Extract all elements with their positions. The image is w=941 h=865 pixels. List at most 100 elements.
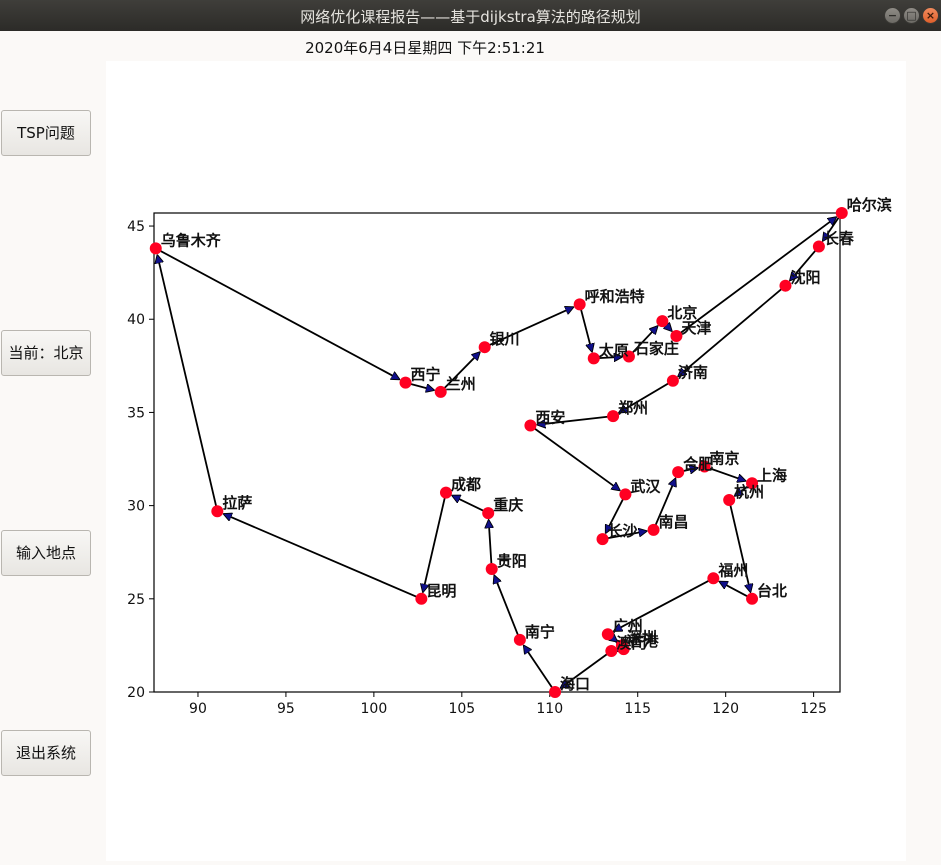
- city-point: [670, 330, 683, 343]
- route-arrow: [728, 499, 750, 592]
- city-label: 拉萨: [222, 494, 252, 512]
- route-arrow: [578, 304, 592, 351]
- city-point: [513, 633, 526, 646]
- city-label: 长春: [824, 230, 854, 248]
- city-label: 沈阳: [790, 269, 820, 287]
- city-label: 天津: [681, 319, 711, 337]
- city-label: 昆明: [426, 582, 456, 600]
- route-arrow: [614, 577, 714, 631]
- city-point: [812, 240, 825, 253]
- city-point: [415, 592, 428, 605]
- route-arrow: [489, 520, 492, 570]
- y-tick-label: 25: [127, 592, 145, 608]
- route-arrow: [720, 582, 753, 600]
- city-point: [149, 242, 162, 255]
- route-arrow: [524, 646, 556, 693]
- route-arrow: [440, 352, 480, 393]
- maximize-icon[interactable]: □: [903, 7, 920, 24]
- minimize-icon[interactable]: −: [884, 7, 901, 24]
- current-location-button[interactable]: 当前：北京: [1, 330, 91, 376]
- city-point: [434, 385, 447, 398]
- route-arrow: [606, 494, 627, 532]
- city-label: 哈尔滨: [847, 196, 892, 214]
- city-point: [647, 523, 660, 536]
- route-arrow: [628, 326, 658, 358]
- city-label: 台北: [757, 582, 787, 600]
- route-arrow: [452, 496, 489, 514]
- city-point: [596, 533, 609, 546]
- city-point: [399, 376, 412, 389]
- city-label: 上海: [757, 466, 787, 484]
- route-arrow: [602, 531, 647, 541]
- city-point: [617, 643, 630, 656]
- route-arrow: [423, 492, 447, 592]
- city-label: 郑州: [618, 399, 648, 417]
- city-label: 长沙: [608, 522, 638, 540]
- y-tick-label: 45: [127, 219, 145, 235]
- tsp-button[interactable]: TSP问题: [1, 110, 91, 156]
- city-point: [607, 410, 620, 423]
- city-label: 深圳: [627, 628, 657, 646]
- city-label: 杭州: [734, 483, 764, 501]
- route-arrow: [704, 465, 746, 480]
- city-point: [666, 374, 679, 387]
- datetime-label: 2020年6月4日星期四 下午2:51:21: [305, 39, 545, 57]
- x-tick-label: 95: [277, 701, 295, 717]
- city-point: [573, 298, 586, 311]
- route-arrow: [155, 247, 400, 379]
- exit-button[interactable]: 退出系统: [1, 730, 91, 776]
- city-label: 西安: [535, 408, 565, 426]
- city-point: [524, 419, 537, 432]
- route-arrow: [157, 255, 219, 512]
- city-point: [605, 644, 618, 657]
- city-point: [723, 494, 736, 507]
- city-label: 香港: [629, 632, 660, 650]
- city-label: 银川: [490, 330, 520, 348]
- city-point: [835, 207, 848, 219]
- city-label: 海口: [560, 675, 590, 693]
- city-label: 南宁: [525, 623, 555, 641]
- city-point: [779, 279, 792, 292]
- city-label: 武汉: [630, 477, 661, 495]
- route-arrow: [619, 379, 674, 413]
- city-label: 西宁: [411, 366, 441, 384]
- city-point: [619, 488, 632, 501]
- city-point: [746, 477, 759, 490]
- title-bar: 网络优化课程报告——基于dijkstra算法的路径规划 − □ ×: [0, 0, 941, 31]
- city-label: 重庆: [493, 496, 523, 514]
- city-label: 澳门: [616, 634, 646, 652]
- city-label: 贵阳: [497, 552, 527, 570]
- x-tick-label: 105: [448, 701, 475, 717]
- city-point: [707, 572, 720, 585]
- x-tick-label: 100: [361, 701, 388, 717]
- city-point: [672, 466, 685, 479]
- city-label: 合肥: [682, 455, 713, 473]
- input-location-button[interactable]: 输入地点: [1, 530, 91, 576]
- city-label: 成都: [451, 476, 481, 494]
- route-arrow: [224, 514, 422, 600]
- city-label: 广州: [613, 617, 643, 635]
- city-label: 南昌: [659, 513, 689, 531]
- y-tick-label: 30: [127, 499, 145, 515]
- route-arrow: [484, 307, 574, 349]
- window-title: 网络优化课程报告——基于dijkstra算法的路径规划: [300, 8, 641, 26]
- city-point: [211, 505, 224, 518]
- close-icon[interactable]: ×: [922, 7, 939, 24]
- city-point: [485, 562, 498, 575]
- city-point: [549, 686, 562, 698]
- route-arrow: [537, 415, 614, 425]
- city-point: [698, 460, 711, 473]
- plot-frame: [153, 212, 841, 693]
- city-label: 北京: [667, 304, 697, 322]
- city-point: [601, 628, 614, 641]
- x-tick-label: 125: [800, 701, 827, 717]
- city-point: [746, 592, 759, 605]
- y-tick-label: 35: [127, 405, 145, 421]
- city-point: [482, 507, 495, 520]
- route-arrow: [561, 650, 612, 688]
- route-arrow: [678, 285, 787, 377]
- y-tick-label: 40: [127, 312, 145, 328]
- route-arrow: [675, 217, 836, 337]
- route-arrow: [494, 575, 521, 641]
